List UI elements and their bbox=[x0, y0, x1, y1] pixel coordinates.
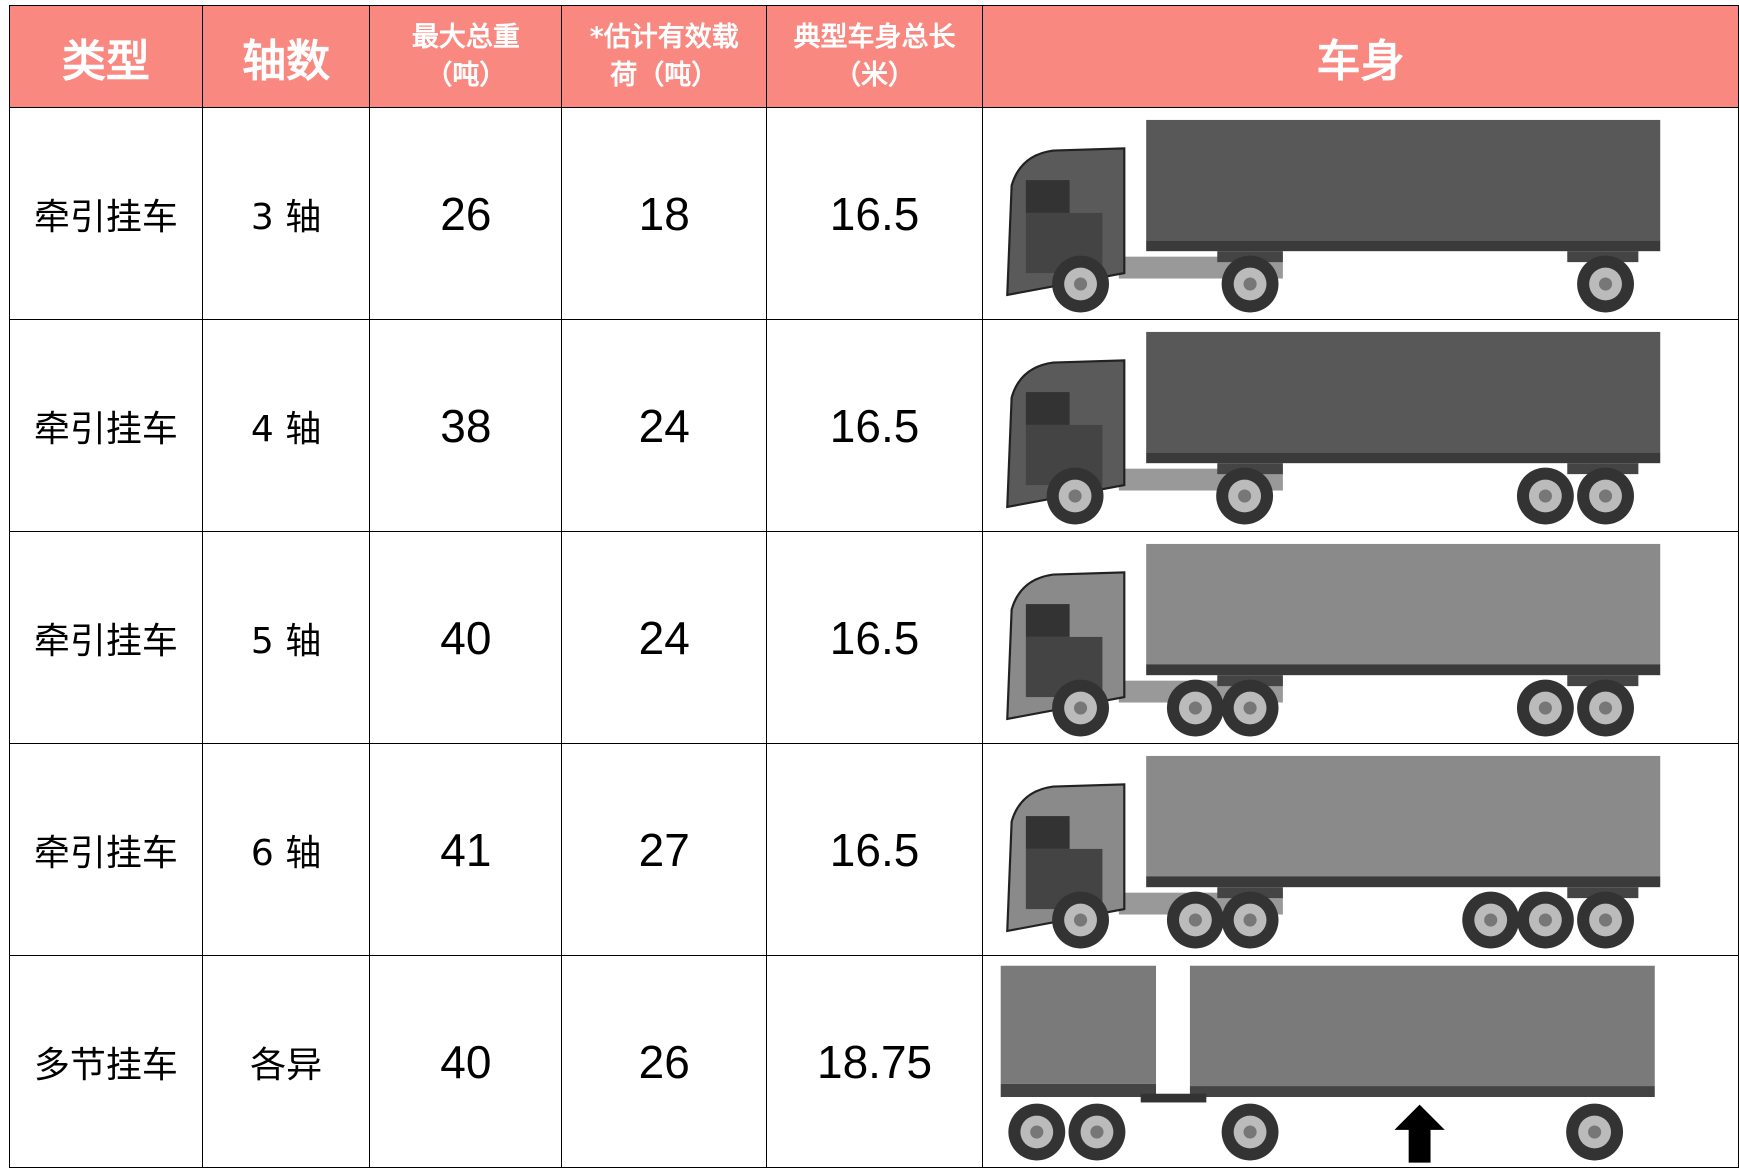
wheel-center bbox=[1074, 701, 1087, 714]
table-cell: 6 轴 bbox=[202, 744, 370, 956]
table-cell: 16.5 bbox=[767, 108, 983, 320]
truck-drawing bbox=[1007, 755, 1660, 948]
cab-window bbox=[1026, 392, 1070, 425]
truck-cell bbox=[982, 108, 1738, 320]
table-cell: 牵引挂车 bbox=[10, 320, 203, 532]
cab-window bbox=[1026, 816, 1070, 849]
truck-image bbox=[983, 533, 1737, 743]
truck-image bbox=[983, 957, 1737, 1167]
wheel-center bbox=[1068, 489, 1081, 502]
table-cell: 18.75 bbox=[767, 956, 983, 1168]
table-cell: 5 轴 bbox=[202, 532, 370, 744]
table-cell: 40 bbox=[370, 532, 562, 744]
wheel-center bbox=[1238, 489, 1251, 502]
wheel-center bbox=[1588, 1125, 1601, 1138]
trailer-box bbox=[1190, 965, 1655, 1085]
truck-cell bbox=[982, 320, 1738, 532]
trailer-box bbox=[1146, 755, 1660, 875]
table-cell: 41 bbox=[370, 744, 562, 956]
trailer-box bbox=[1001, 965, 1156, 1083]
truck-cell bbox=[982, 744, 1738, 956]
wheel-center bbox=[1243, 701, 1256, 714]
table-cell: 18 bbox=[562, 108, 767, 320]
truck-cell bbox=[982, 956, 1738, 1168]
arrow bbox=[1394, 1104, 1444, 1162]
trailer-box bbox=[1146, 119, 1660, 239]
header-cell: 轴数 bbox=[202, 6, 370, 108]
cab-window bbox=[1026, 604, 1070, 637]
wheel-center bbox=[1599, 489, 1612, 502]
table-cell: 牵引挂车 bbox=[10, 108, 203, 320]
wheel-center bbox=[1599, 277, 1612, 290]
table-cell: 24 bbox=[562, 532, 767, 744]
trailer-strip bbox=[1146, 664, 1660, 675]
table-cell: 各异 bbox=[202, 956, 370, 1168]
truck-drawing bbox=[1007, 543, 1660, 736]
header-cell: 最大总重（吨） bbox=[370, 6, 562, 108]
truck-drawing bbox=[1001, 965, 1655, 1162]
table-cell: 24 bbox=[562, 320, 767, 532]
header-cell: 典型车身总长（米） bbox=[767, 6, 983, 108]
wheel-center bbox=[1484, 913, 1497, 926]
table-cell: 牵引挂车 bbox=[10, 744, 203, 956]
table-cell: 38 bbox=[370, 320, 562, 532]
table-cell: 16.5 bbox=[767, 744, 983, 956]
table-cell: 27 bbox=[562, 744, 767, 956]
truck-table: 类型 轴数 最大总重（吨） *估计有效载荷（吨） 典型车身总长（米） 车身 牵引… bbox=[9, 5, 1739, 1168]
wheel-center bbox=[1539, 489, 1552, 502]
trailer-strip bbox=[1001, 1083, 1156, 1096]
header-cell: 车身 bbox=[982, 6, 1738, 108]
page: 类型 轴数 最大总重（吨） *估计有效载荷（吨） 典型车身总长（米） 车身 牵引… bbox=[0, 0, 1739, 1170]
wheel-center bbox=[1539, 913, 1552, 926]
header-cell: *估计有效载荷（吨） bbox=[562, 6, 767, 108]
wheel-center bbox=[1074, 913, 1087, 926]
truck-drawing bbox=[1007, 119, 1660, 312]
wheel-center bbox=[1599, 701, 1612, 714]
table-cell: 牵引挂车 bbox=[10, 532, 203, 744]
wheel-center bbox=[1599, 913, 1612, 926]
truck-cell bbox=[982, 532, 1738, 744]
wheel-center bbox=[1090, 1125, 1103, 1138]
wheel-center bbox=[1539, 701, 1552, 714]
truck-image bbox=[983, 109, 1737, 319]
wheel-center bbox=[1243, 1125, 1256, 1138]
table-cell: 多节挂车 bbox=[10, 956, 203, 1168]
table-cell: 3 轴 bbox=[202, 108, 370, 320]
cab-window bbox=[1026, 180, 1070, 213]
wheel-center bbox=[1030, 1125, 1043, 1138]
table-cell: 16.5 bbox=[767, 532, 983, 744]
drawbar bbox=[1141, 1093, 1207, 1102]
trailer-box bbox=[1146, 331, 1660, 451]
truck-image bbox=[983, 321, 1737, 531]
table-cell: 26 bbox=[370, 108, 562, 320]
wheel-center bbox=[1189, 913, 1202, 926]
table-cell: 40 bbox=[370, 956, 562, 1168]
trailer-box bbox=[1146, 543, 1660, 663]
table-cell: 4 轴 bbox=[202, 320, 370, 532]
wheel-center bbox=[1243, 913, 1256, 926]
truck-drawing bbox=[1007, 331, 1660, 524]
trailer-strip bbox=[1146, 452, 1660, 463]
trailer-strip bbox=[1146, 240, 1660, 251]
wheel-center bbox=[1074, 277, 1087, 290]
header-row: 类型 轴数 最大总重（吨） *估计有效载荷（吨） 典型车身总长（米） 车身 bbox=[10, 6, 1739, 108]
wheel-center bbox=[1243, 277, 1256, 290]
trailer-strip bbox=[1190, 1086, 1655, 1097]
header-cell: 类型 bbox=[10, 6, 203, 108]
truck-image bbox=[983, 745, 1737, 955]
wheel-center bbox=[1189, 701, 1202, 714]
table-cell: 16.5 bbox=[767, 320, 983, 532]
table-cell: 26 bbox=[562, 956, 767, 1168]
trailer-strip bbox=[1146, 876, 1660, 887]
